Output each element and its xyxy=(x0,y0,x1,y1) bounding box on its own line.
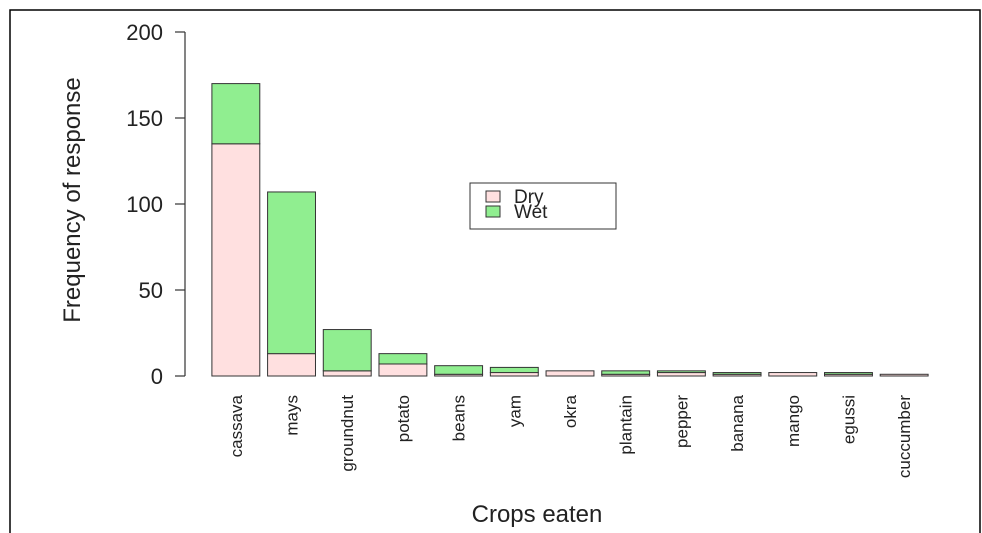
bar-segment xyxy=(267,191,316,355)
legend-label: Dry xyxy=(514,187,544,208)
bar-segment xyxy=(211,83,261,145)
bar-segment xyxy=(267,353,316,377)
bar-segment xyxy=(489,372,539,377)
legend-label: Wet xyxy=(514,202,548,223)
bar-segment xyxy=(601,370,651,375)
bar-segment xyxy=(322,370,372,377)
bar-segment xyxy=(712,372,762,375)
x-tick-label: banana xyxy=(728,394,747,451)
x-tick-label: plantain xyxy=(617,395,636,455)
y-axis-title: Frequency of response xyxy=(59,77,86,322)
x-tick-label: cuccumber xyxy=(895,395,914,478)
x-tick-label: okra xyxy=(561,394,580,428)
bar-segment xyxy=(434,365,484,375)
y-tick-label: 200 xyxy=(126,20,163,45)
x-tick-label: mango xyxy=(784,395,803,447)
x-tick-label: cassava xyxy=(227,394,246,457)
legend-swatch xyxy=(485,190,501,203)
x-tick-label: potato xyxy=(394,395,413,442)
y-tick-label: 50 xyxy=(139,278,163,303)
bar-segment xyxy=(545,370,595,377)
x-tick-label: groundnut xyxy=(338,395,357,472)
bar-segment xyxy=(768,372,818,377)
frame xyxy=(9,9,981,533)
legend-swatch xyxy=(485,205,501,218)
bar-segment xyxy=(656,370,706,374)
x-tick-label: pepper xyxy=(672,395,691,448)
bar-segment xyxy=(656,372,706,377)
y-tick-label: 0 xyxy=(151,364,163,389)
bar-segment xyxy=(489,366,539,374)
x-axis-title: Crops eaten xyxy=(472,501,603,528)
x-tick-label: beans xyxy=(450,395,469,441)
x-tick-label: mays xyxy=(283,395,302,436)
bar-segment xyxy=(879,373,929,377)
bar-segment xyxy=(378,363,428,377)
bar-segment xyxy=(211,143,261,377)
y-tick-label: 150 xyxy=(126,106,163,131)
x-tick-label: yam xyxy=(505,395,524,427)
bar-segment xyxy=(378,353,428,365)
y-tick-label: 100 xyxy=(126,192,163,217)
bar-segment xyxy=(824,372,873,375)
bar-segment xyxy=(322,329,372,372)
x-tick-label: egussi xyxy=(839,395,858,444)
